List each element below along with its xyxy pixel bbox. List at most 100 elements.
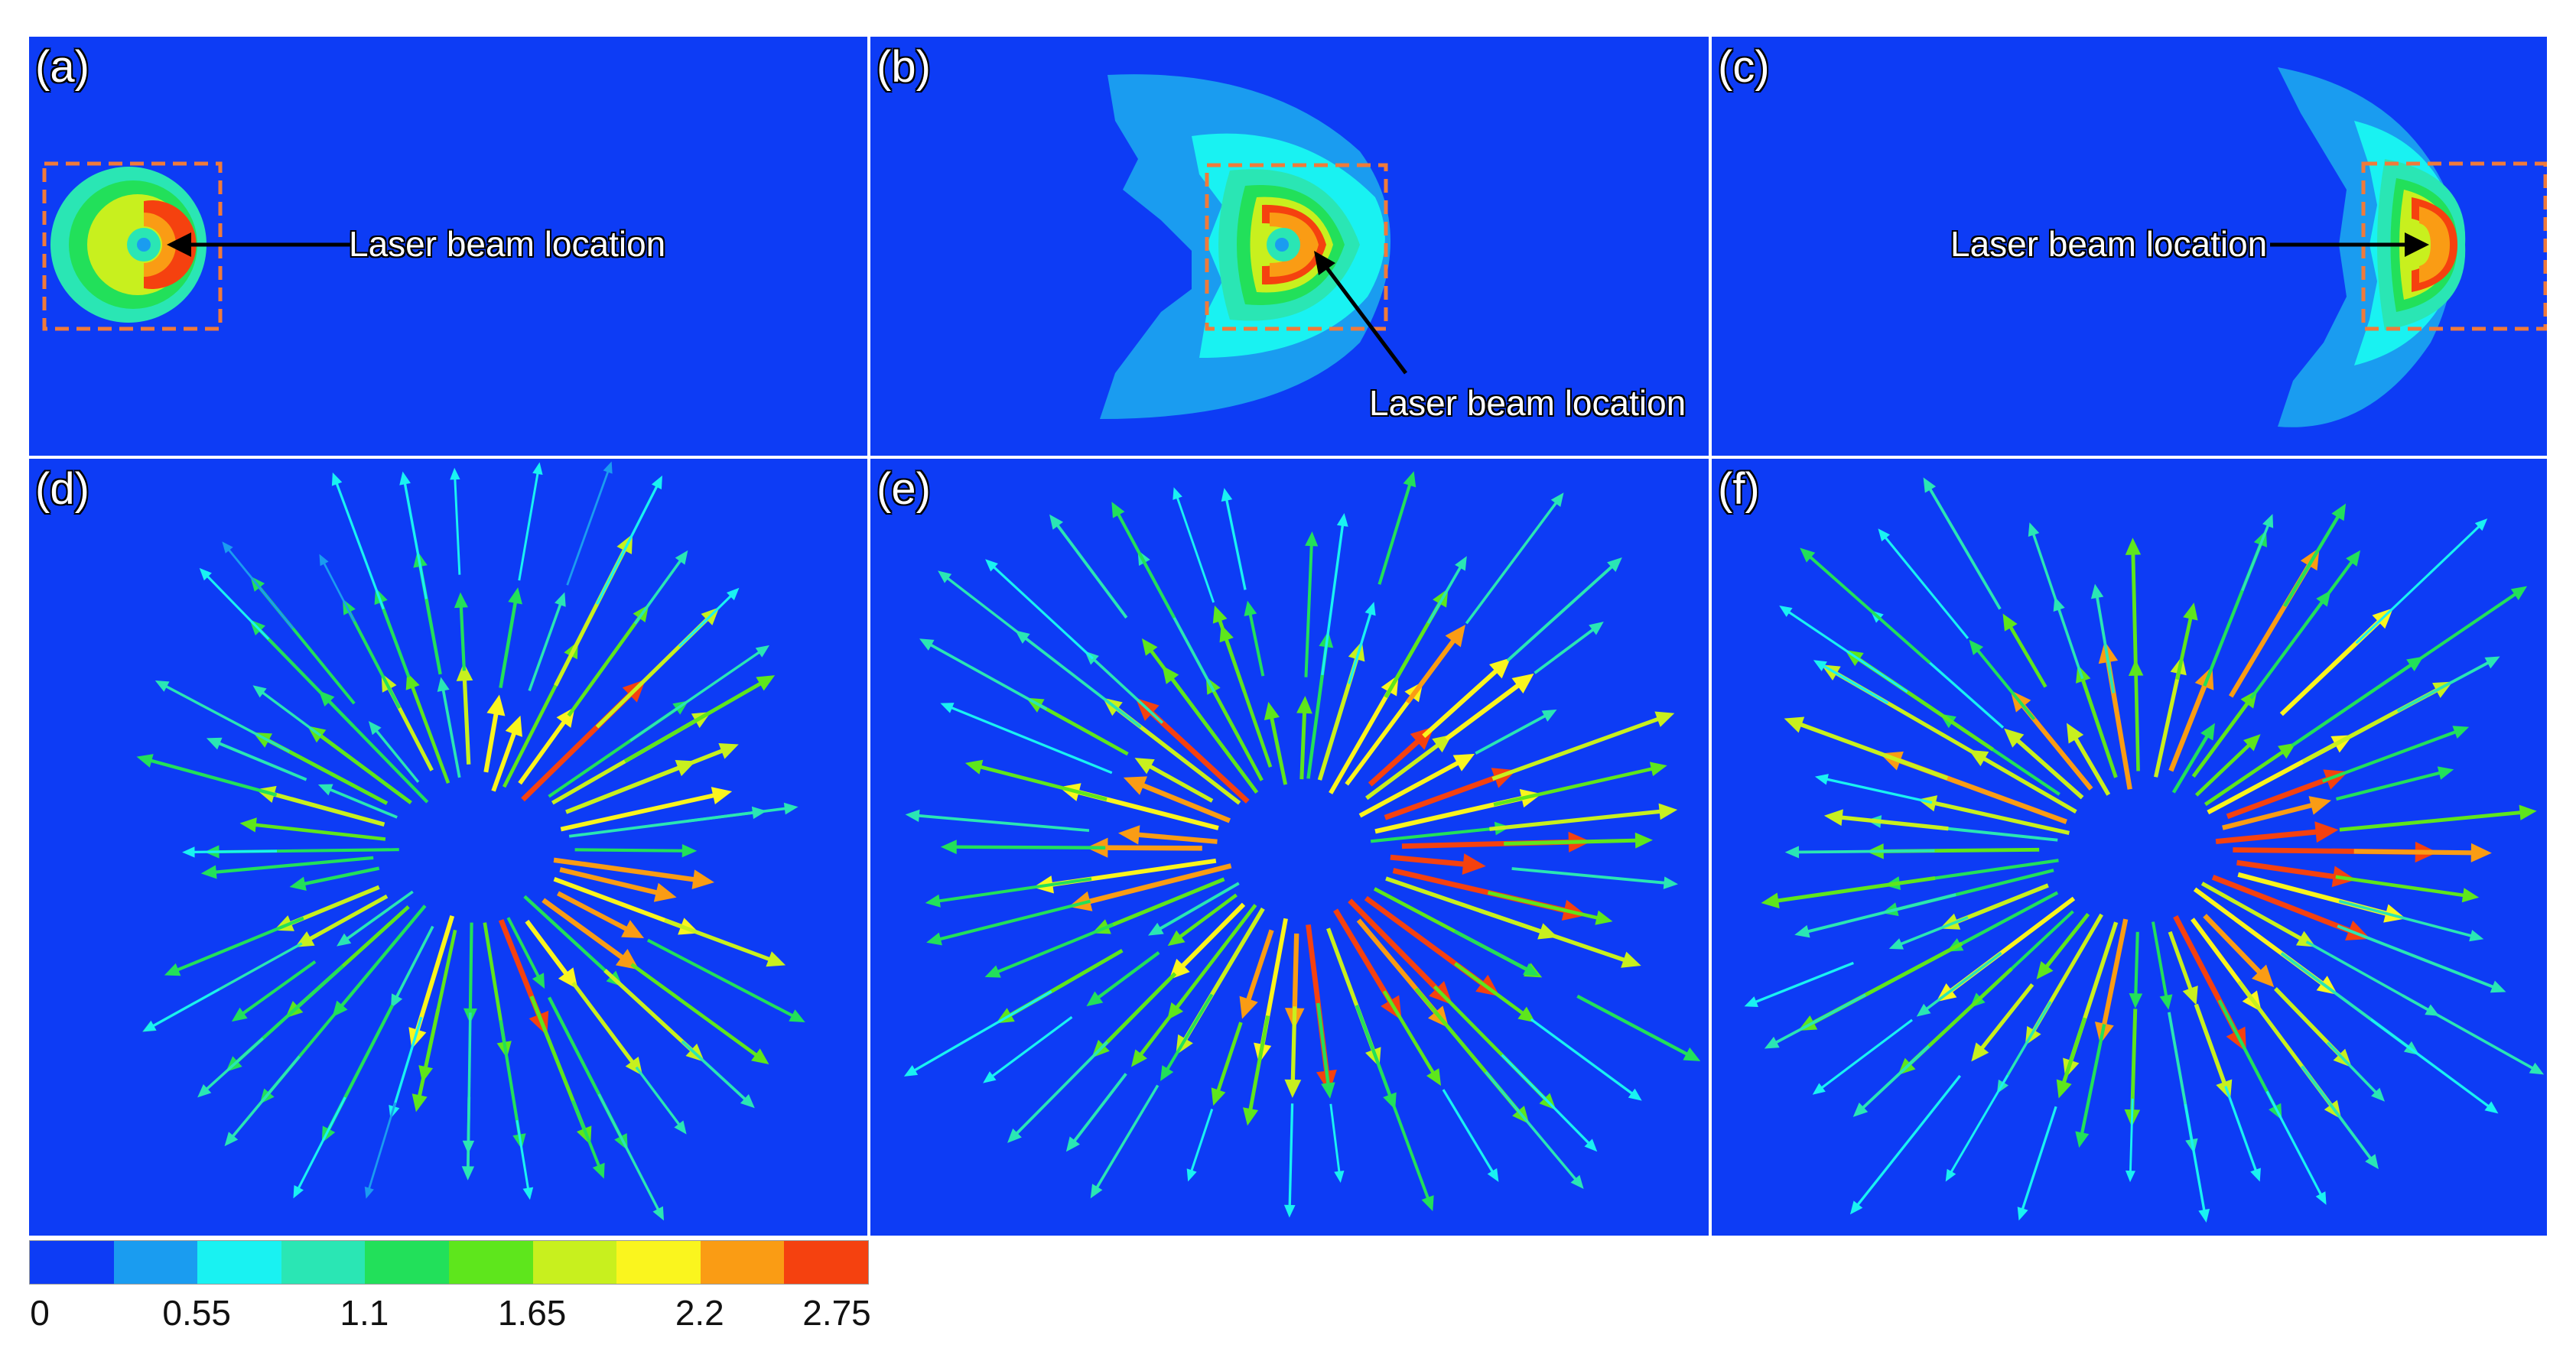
velocity-vector-head — [2519, 804, 2537, 820]
velocity-vector-head — [2066, 723, 2084, 744]
velocity-vector-head — [1634, 832, 1653, 849]
velocity-vector — [1426, 562, 1465, 624]
velocity-vector — [161, 683, 291, 753]
velocity-vector-head — [1779, 605, 1793, 617]
velocity-vector — [2079, 674, 2118, 778]
velocity-vector-head — [2484, 1101, 2499, 1114]
velocity-vector-head — [1117, 825, 1140, 845]
velocity-vector-head — [1589, 622, 1604, 635]
velocity-vector-head — [2371, 1087, 2386, 1102]
velocity-vector-head — [984, 965, 1001, 978]
velocity-vector — [366, 1102, 397, 1193]
velocity-vector-head — [1649, 762, 1667, 777]
velocity-vector-head — [1658, 803, 1678, 820]
velocity-vector — [1489, 808, 1667, 831]
velocity-vector — [1973, 645, 2036, 721]
melt-pool-contour-c — [2270, 67, 2547, 427]
velocity-vector — [2355, 522, 2483, 645]
velocity-vector — [1530, 1018, 1637, 1097]
velocity-vector — [225, 546, 294, 629]
velocity-vector — [459, 601, 466, 671]
velocity-vector — [416, 1009, 441, 1103]
velocity-vector-head — [1336, 513, 1348, 527]
velocity-vector — [1475, 712, 1550, 755]
velocity-vector — [1345, 689, 1419, 786]
velocity-vector-head — [2278, 742, 2296, 759]
velocity-vector — [2326, 1041, 2380, 1097]
velocity-vector-head — [143, 1021, 157, 1031]
velocity-vector-head — [1923, 477, 1937, 493]
velocity-vector — [202, 1037, 264, 1093]
velocity-vector — [2203, 914, 2267, 980]
velocity-vector-head — [1065, 1136, 1080, 1152]
velocity-vector-head — [289, 876, 307, 891]
velocity-vector-head — [154, 680, 170, 692]
panel-label-e: (e) — [877, 464, 931, 514]
velocity-vector-head — [1283, 1204, 1296, 1218]
velocity-vector — [1370, 826, 1501, 843]
panel-label-b: (b) — [877, 42, 931, 92]
velocity-vector — [1130, 831, 1218, 844]
velocity-vector — [542, 898, 630, 965]
velocity-vector — [518, 715, 571, 785]
velocity-vector-head — [2484, 656, 2500, 669]
velocity-vector — [1053, 520, 1128, 619]
velocity-vector-head — [2490, 980, 2506, 993]
velocity-vector — [408, 680, 450, 784]
velocity-vector-head — [1131, 1049, 1147, 1067]
velocity-vector-head — [1244, 600, 1257, 617]
velocity-vector-head — [2004, 728, 2025, 748]
velocity-vector-head — [2125, 538, 2142, 555]
colorbar-segment — [113, 1241, 198, 1284]
velocity-vector-head — [2056, 1079, 2072, 1099]
velocity-vector — [189, 849, 278, 854]
velocity-vector — [1247, 609, 1265, 677]
velocity-vector — [1093, 1084, 1160, 1193]
velocity-vector — [1506, 562, 1617, 662]
velocity-vector — [298, 866, 380, 887]
velocity-vector-head — [206, 737, 223, 750]
velocity-vector — [1092, 951, 1160, 1002]
velocity-vector — [2353, 849, 2480, 856]
velocity-vector — [468, 922, 473, 1015]
velocity-vector-head — [1517, 1006, 1536, 1023]
velocity-vector — [1576, 994, 1693, 1059]
velocity-vector — [1504, 838, 1643, 846]
velocity-vector-head — [726, 587, 740, 601]
velocity-vector — [2020, 1106, 2057, 1214]
velocity-vector — [1478, 908, 1631, 964]
velocity-vector — [2338, 899, 2477, 939]
velocity-vector-head — [1971, 1042, 1989, 1062]
velocity-vector-head — [925, 894, 941, 908]
velocity-vector — [1321, 520, 1345, 676]
velocity-vector — [1134, 780, 1231, 823]
velocity-vector — [635, 1066, 683, 1129]
velocity-vector-head — [691, 869, 714, 889]
velocity-vector-head — [2182, 985, 2198, 1005]
velocity-vector — [597, 1093, 662, 1214]
velocity-vector-head — [164, 963, 181, 976]
velocity-vector — [2396, 659, 2493, 713]
velocity-vector-head — [940, 703, 955, 713]
velocity-vector-head — [136, 754, 154, 768]
velocity-vector-head — [2017, 1207, 2028, 1221]
velocity-vector-head — [2125, 1170, 2135, 1183]
velocity-vector-head — [1683, 1047, 1701, 1061]
velocity-vector-head — [413, 551, 428, 568]
velocity-vector — [571, 1100, 603, 1171]
velocity-vector-head — [337, 933, 352, 947]
velocity-vector — [1751, 961, 1854, 1005]
velocity-vector — [1299, 706, 1307, 780]
velocity-vector — [1358, 757, 1465, 818]
velocity-vector-head — [1211, 1087, 1226, 1106]
velocity-vector — [258, 688, 322, 737]
velocity-vector — [934, 899, 1091, 942]
velocity-vector — [1948, 1074, 2009, 1177]
velocity-vector — [2304, 556, 2356, 625]
velocity-vector — [2134, 669, 2140, 771]
velocity-vector — [441, 684, 461, 778]
velocity-vector — [2151, 921, 2169, 1002]
velocity-vector-head — [926, 932, 942, 946]
velocity-vector-head — [1403, 471, 1416, 488]
velocity-vector — [1453, 930, 1532, 973]
